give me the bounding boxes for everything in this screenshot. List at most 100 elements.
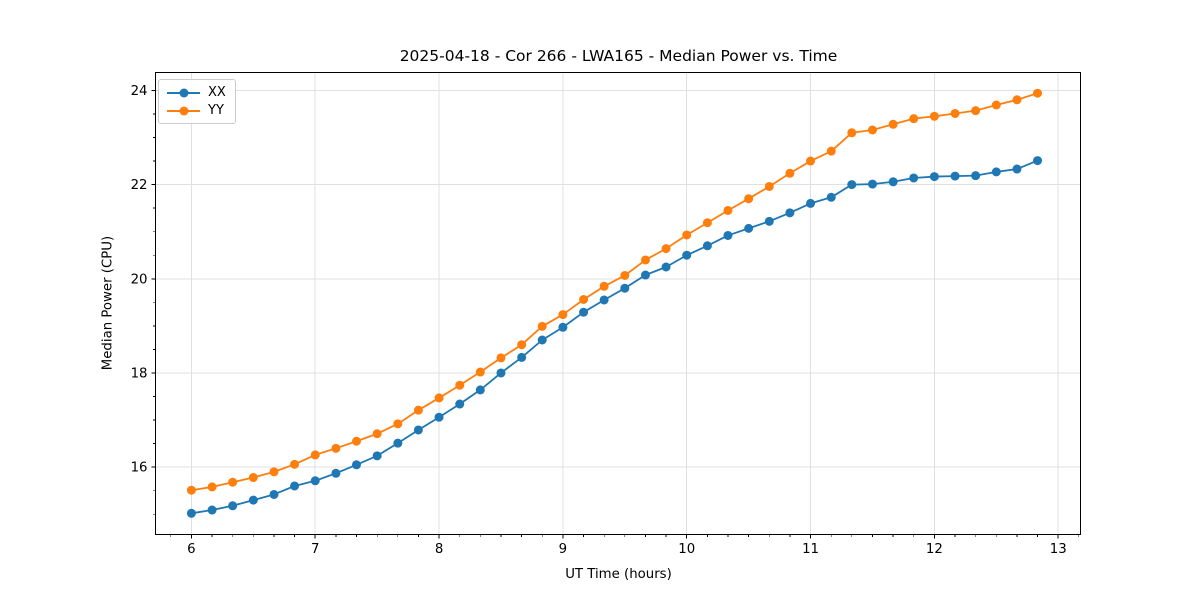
legend-line-marker-icon bbox=[167, 106, 200, 116]
series-marker-XX bbox=[248, 495, 258, 505]
series-marker-YY bbox=[888, 119, 898, 129]
series-marker-XX bbox=[290, 481, 300, 491]
series-marker-YY bbox=[496, 353, 506, 363]
series-marker-YY bbox=[744, 194, 754, 204]
series-marker-YY bbox=[558, 310, 568, 320]
series-marker-XX bbox=[929, 172, 939, 182]
series-marker-YY bbox=[599, 281, 609, 291]
legend-label: YY bbox=[208, 103, 224, 118]
series-marker-XX bbox=[310, 476, 320, 486]
series-marker-XX bbox=[909, 173, 919, 183]
legend-line-marker-icon bbox=[167, 88, 200, 98]
x-tick-label: 7 bbox=[311, 542, 319, 557]
series-marker-YY bbox=[475, 367, 485, 377]
series-marker-YY bbox=[228, 477, 238, 487]
series-marker-XX bbox=[537, 335, 547, 345]
x-axis-label: UT Time (hours) bbox=[565, 567, 672, 582]
series-marker-XX bbox=[579, 307, 589, 317]
series-marker-YY bbox=[764, 181, 774, 191]
series-marker-YY bbox=[372, 429, 382, 439]
series-marker-YY bbox=[207, 482, 217, 492]
series-marker-YY bbox=[620, 270, 630, 280]
series-marker-XX bbox=[867, 179, 877, 189]
series-marker-YY bbox=[248, 473, 258, 483]
y-tick-label: 24 bbox=[131, 84, 148, 99]
x-tick-label: 9 bbox=[559, 542, 567, 557]
series-marker-YY bbox=[269, 467, 279, 477]
series-marker-YY bbox=[806, 156, 816, 166]
series-marker-XX bbox=[269, 489, 279, 499]
series-marker-XX bbox=[331, 468, 341, 478]
legend-dot-icon bbox=[179, 88, 188, 97]
series-marker-YY bbox=[351, 436, 361, 446]
series-marker-YY bbox=[310, 450, 320, 460]
y-tick-label: 20 bbox=[131, 272, 148, 287]
series-marker-YY bbox=[537, 321, 547, 331]
series-marker-YY bbox=[1033, 88, 1043, 98]
series-marker-XX bbox=[413, 425, 423, 435]
series-marker-XX bbox=[475, 385, 485, 395]
series-marker-YY bbox=[393, 419, 403, 429]
legend: XX YY bbox=[158, 79, 236, 124]
x-tick-label: 6 bbox=[187, 542, 195, 557]
y-tick-label: 22 bbox=[131, 178, 148, 193]
chart-title: 2025-04-18 - Cor 266 - LWA165 - Median P… bbox=[399, 47, 838, 65]
series-marker-YY bbox=[826, 146, 836, 156]
series-marker-XX bbox=[847, 180, 857, 190]
series-marker-XX bbox=[558, 322, 568, 332]
series-marker-YY bbox=[847, 128, 857, 138]
series-marker-XX bbox=[455, 399, 465, 409]
series-marker-XX bbox=[702, 241, 712, 251]
series-marker-XX bbox=[971, 171, 981, 181]
legend-dot-icon bbox=[179, 106, 188, 115]
series-marker-YY bbox=[929, 111, 939, 121]
series-marker-XX bbox=[517, 352, 527, 362]
series-marker-YY bbox=[331, 443, 341, 453]
x-tick-label: 8 bbox=[435, 542, 443, 557]
series-marker-XX bbox=[351, 460, 361, 470]
series-marker-YY bbox=[455, 380, 465, 390]
series-marker-XX bbox=[434, 412, 444, 422]
series-line-YY bbox=[190, 92, 1039, 492]
series-marker-YY bbox=[971, 106, 981, 116]
series-marker-XX bbox=[723, 230, 733, 240]
series-line-XX bbox=[190, 159, 1039, 515]
series-marker-YY bbox=[909, 114, 919, 124]
legend-label: XX bbox=[208, 85, 226, 100]
series-marker-XX bbox=[640, 270, 650, 280]
x-tick-label: 13 bbox=[1050, 542, 1067, 557]
series-marker-YY bbox=[682, 230, 692, 240]
series-marker-YY bbox=[785, 168, 795, 178]
legend-entry-YY: YY bbox=[167, 103, 226, 118]
series-marker-XX bbox=[393, 438, 403, 448]
series-marker-YY bbox=[579, 295, 589, 304]
y-tick-label: 16 bbox=[131, 461, 148, 476]
series-marker-YY bbox=[1012, 95, 1022, 105]
series-marker-XX bbox=[744, 223, 754, 233]
series-marker-XX bbox=[496, 368, 506, 378]
y-tick-label: 18 bbox=[131, 366, 148, 381]
series-marker-XX bbox=[1012, 164, 1022, 174]
series-marker-XX bbox=[785, 208, 795, 218]
series-marker-YY bbox=[723, 205, 733, 215]
series-marker-XX bbox=[826, 192, 836, 202]
axes-box bbox=[155, 72, 1081, 535]
series-marker-XX bbox=[1033, 156, 1043, 166]
x-tick-label: 11 bbox=[802, 542, 819, 557]
series-marker-YY bbox=[702, 218, 712, 228]
series-marker-XX bbox=[186, 508, 196, 518]
series-marker-XX bbox=[228, 501, 238, 511]
series-marker-YY bbox=[290, 459, 300, 469]
series-marker-YY bbox=[661, 244, 671, 254]
series-marker-XX bbox=[372, 451, 382, 461]
series-marker-YY bbox=[413, 405, 423, 415]
series-marker-XX bbox=[991, 167, 1001, 177]
series-marker-YY bbox=[434, 393, 444, 403]
series-marker-YY bbox=[950, 108, 960, 118]
series-marker-YY bbox=[991, 100, 1001, 110]
series-marker-YY bbox=[640, 255, 650, 265]
series-marker-XX bbox=[599, 295, 609, 305]
legend-entry-XX: XX bbox=[167, 85, 226, 100]
